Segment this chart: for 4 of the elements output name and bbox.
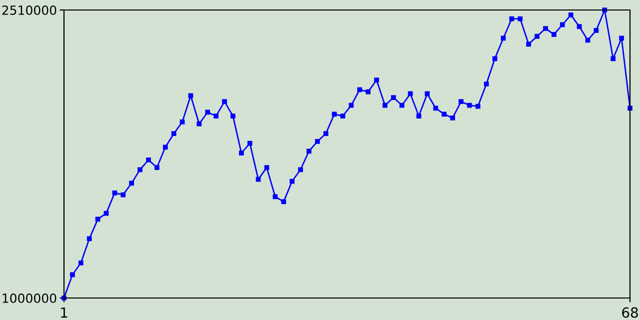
x-tick-label: 68 — [622, 307, 638, 318]
x-tick-label: 1 — [61, 307, 68, 318]
y-tick-label: 1000000 — [2, 293, 56, 303]
y-tick-label: 2510000 — [2, 5, 56, 15]
